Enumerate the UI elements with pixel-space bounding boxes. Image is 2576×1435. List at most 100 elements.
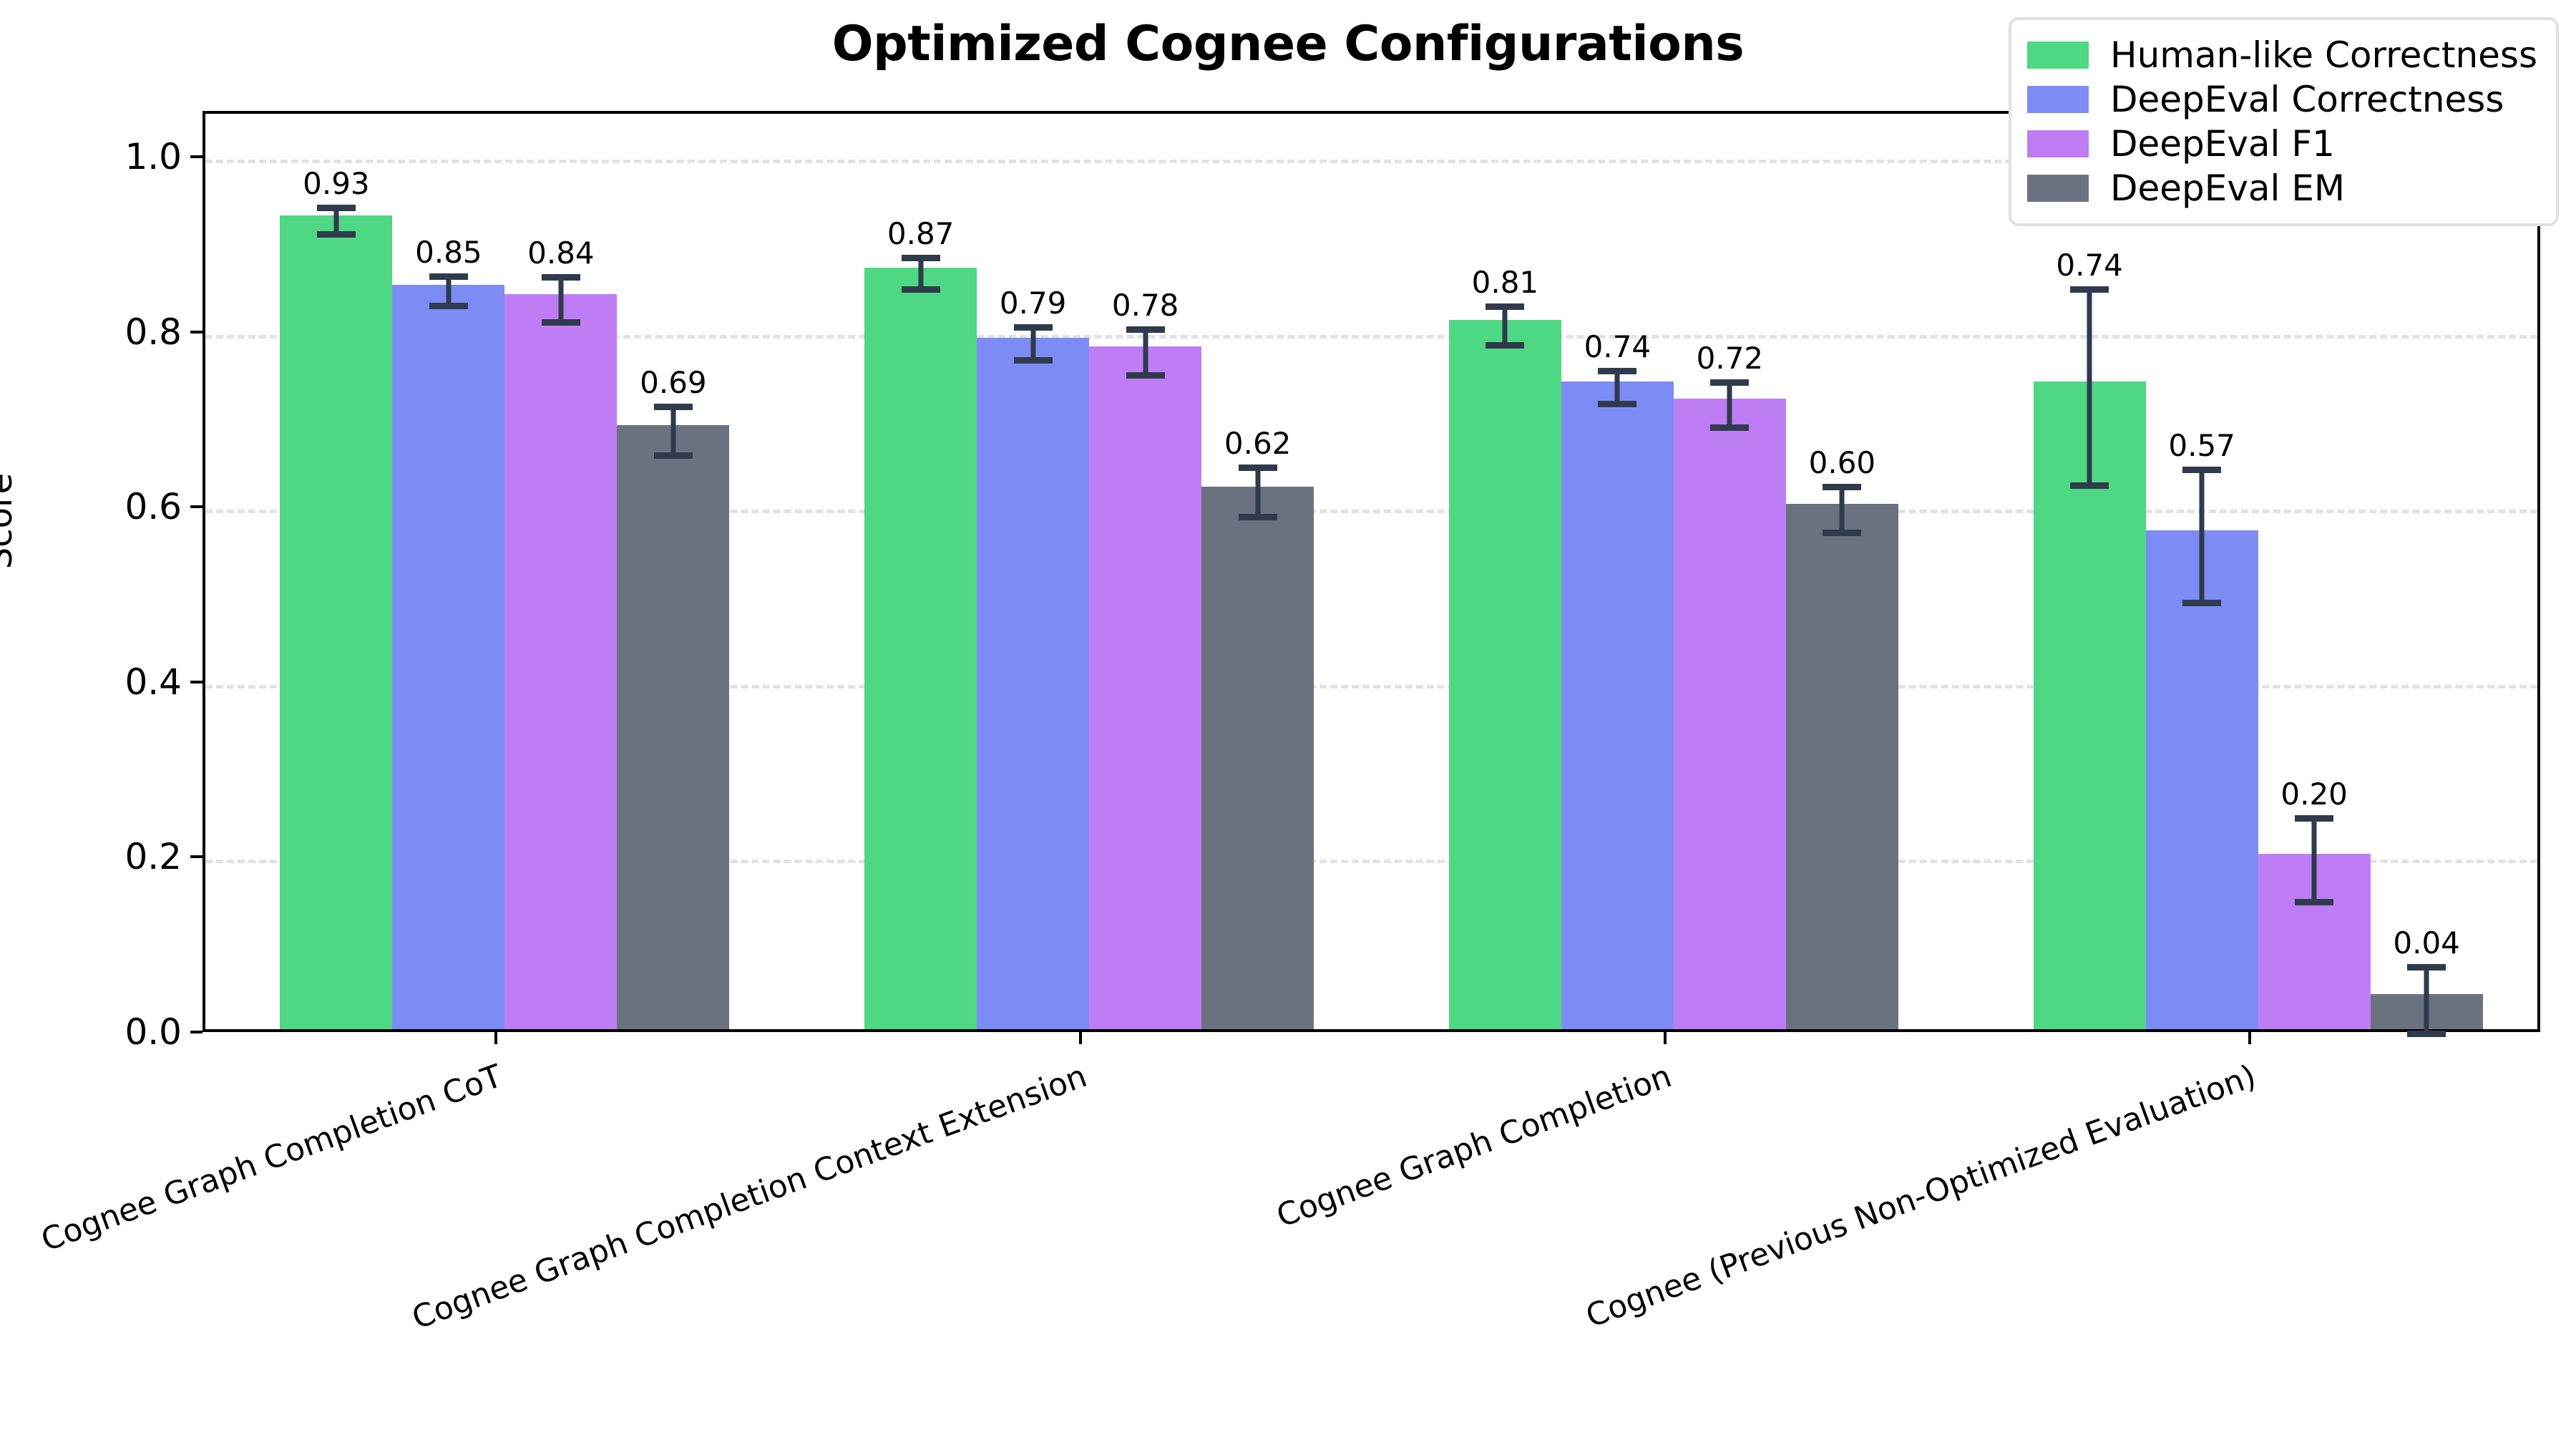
- x-tick-mark: [1079, 1032, 1083, 1044]
- error-bar-cap-lower: [1485, 342, 1525, 349]
- plot-inner: 0.93 0.85 0.84 0.69 0.87 0.79 0.78 0.62 0.81 0.74…: [205, 114, 2537, 1037]
- bar[interactable]: [1089, 346, 1202, 1029]
- gridline: [205, 334, 2537, 339]
- error-bar-cap-upper: [2070, 286, 2109, 293]
- bar[interactable]: [280, 215, 393, 1029]
- y-tick-label: 0.6: [125, 486, 182, 528]
- error-bar-cap-upper: [1823, 484, 1862, 491]
- error-bar-cap-lower: [2407, 1030, 2446, 1037]
- bar-value-label: 0.57: [2168, 427, 2235, 463]
- x-tick-mark: [1663, 1032, 1667, 1044]
- error-bar-cap-lower: [901, 286, 940, 293]
- bar[interactable]: [504, 293, 618, 1029]
- x-tick-label: Cognee Graph Completion Context Extensio…: [407, 1058, 1092, 1337]
- error-bar-stem: [2424, 966, 2429, 1033]
- error-bar-cap-upper: [1485, 303, 1525, 311]
- bar-value-label: 0.93: [303, 166, 370, 202]
- error-bar-stem: [1727, 381, 1732, 428]
- bar[interactable]: [1673, 399, 1786, 1029]
- error-bar-cap-upper: [429, 273, 468, 280]
- error-bar-stem: [670, 406, 676, 456]
- y-tick-label: 0.8: [125, 311, 182, 353]
- gridline: [205, 510, 2537, 514]
- bar-value-label: 0.79: [999, 285, 1067, 321]
- bar-value-label: 0.87: [887, 215, 955, 251]
- error-bar-cap-upper: [2182, 466, 2222, 473]
- legend-swatch-icon: [2026, 86, 2089, 113]
- bar[interactable]: [392, 285, 505, 1029]
- error-bar-stem: [1502, 306, 1508, 346]
- error-bar-cap-upper: [1238, 464, 1277, 472]
- legend-swatch-icon: [2026, 42, 2089, 69]
- bar[interactable]: [864, 268, 977, 1029]
- error-bar-stem: [1839, 487, 1845, 532]
- error-bar-cap-lower: [1598, 401, 1637, 408]
- legend-item-label: DeepEval Correctness: [2109, 79, 2504, 120]
- error-bar-cap-upper: [901, 254, 940, 261]
- error-bar-cap-upper: [541, 273, 580, 281]
- error-bar-cap-upper: [2407, 963, 2446, 971]
- chart-figure: Optimized Cognee Configurations Score 0.…: [0, 16, 2559, 1337]
- bar[interactable]: [617, 425, 730, 1029]
- legend-item-label: DeepEval EM: [2109, 167, 2346, 209]
- error-bar-cap-lower: [1823, 529, 1862, 536]
- bar[interactable]: [1561, 381, 1674, 1029]
- y-tick-mark: [190, 1031, 203, 1033]
- error-bar-cap-lower: [1238, 513, 1277, 520]
- error-bar-cap-upper: [2295, 814, 2334, 822]
- error-bar-cap-lower: [316, 230, 356, 238]
- y-tick-label: 0.4: [125, 661, 182, 703]
- error-bar-stem: [1255, 467, 1261, 517]
- bar-value-label: 0.04: [2393, 925, 2460, 960]
- bar[interactable]: [2145, 530, 2258, 1029]
- bar-value-label: 0.78: [1111, 288, 1179, 324]
- bar-value-label: 0.74: [2056, 248, 2123, 283]
- bar-value-label: 0.84: [527, 235, 595, 271]
- y-tick-mark: [190, 855, 203, 859]
- x-tick-label: Cognee Graph Completion: [1272, 1058, 1677, 1235]
- y-axis-label: Score: [0, 472, 20, 570]
- error-bar-cap-lower: [429, 303, 468, 310]
- error-bar-stem: [2311, 817, 2317, 903]
- bar-value-label: 0.85: [415, 234, 482, 270]
- bar[interactable]: [977, 337, 1090, 1029]
- error-bar-cap-upper: [653, 403, 693, 410]
- legend-item[interactable]: DeepEval EM: [2026, 166, 2537, 210]
- legend-item-label: Human-like Correctness: [2109, 34, 2537, 76]
- gridline: [205, 160, 2537, 163]
- error-bar-cap-upper: [1126, 326, 1165, 334]
- x-tick-label: Cognee (Previous Non-Optimized Evaluatio…: [1581, 1058, 2261, 1336]
- error-bar-cap-lower: [1126, 371, 1165, 379]
- error-bar-stem: [2199, 469, 2205, 603]
- x-tick-mark: [494, 1032, 498, 1044]
- bar[interactable]: [2033, 381, 2146, 1029]
- x-tick-mark: [2248, 1032, 2251, 1044]
- y-tick-label: 0.2: [125, 836, 182, 878]
- error-bar-stem: [1614, 370, 1620, 404]
- error-bar-cap-lower: [1710, 424, 1750, 432]
- error-bar-cap-upper: [1710, 379, 1750, 386]
- gridline: [205, 684, 2537, 689]
- y-tick-mark: [190, 505, 203, 509]
- bar-value-label: 0.20: [2280, 776, 2348, 812]
- error-bar-cap-lower: [1013, 357, 1053, 364]
- bar-value-label: 0.81: [1471, 265, 1539, 301]
- error-bar-cap-upper: [1598, 367, 1637, 374]
- error-bar-stem: [558, 276, 564, 323]
- gridline: [205, 860, 2537, 864]
- legend-item[interactable]: DeepEval Correctness: [2026, 77, 2537, 122]
- y-tick-label: 1.0: [125, 136, 182, 177]
- error-bar-stem: [1030, 326, 1036, 361]
- legend-swatch-icon: [2026, 130, 2089, 157]
- bar-value-label: 0.72: [1696, 340, 1764, 376]
- error-bar-cap-upper: [316, 205, 356, 212]
- chart-title: Optimized Cognee Configurations: [831, 16, 1745, 72]
- error-bar-cap-lower: [653, 452, 693, 459]
- bar-value-label: 0.69: [640, 364, 707, 400]
- bar[interactable]: [1201, 486, 1314, 1029]
- bar[interactable]: [1785, 504, 1898, 1029]
- legend-item[interactable]: DeepEval F1: [2026, 122, 2537, 166]
- plot-area: 0.93 0.85 0.84 0.69 0.87 0.79 0.78 0.62 0.81 0.74…: [203, 111, 2540, 1037]
- bar[interactable]: [1448, 320, 1561, 1029]
- legend-item[interactable]: Human-like Correctness: [2026, 33, 2537, 77]
